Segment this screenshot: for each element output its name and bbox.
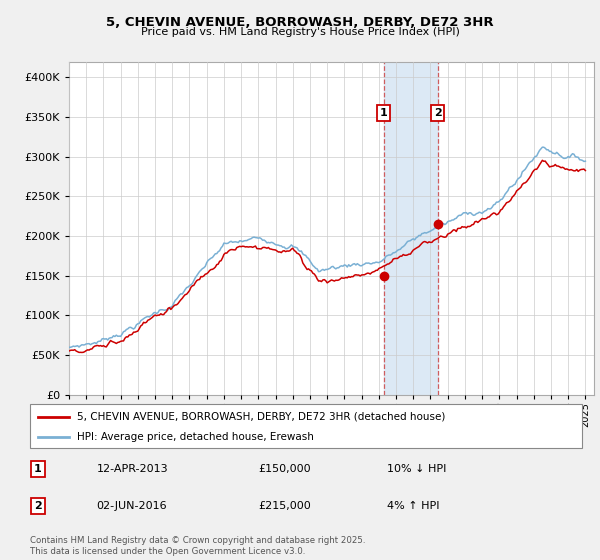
Text: 2: 2 — [34, 501, 42, 511]
Text: 02-JUN-2016: 02-JUN-2016 — [97, 501, 167, 511]
Bar — [384, 62, 438, 395]
Text: £215,000: £215,000 — [259, 501, 311, 511]
Text: 4% ↑ HPI: 4% ↑ HPI — [387, 501, 439, 511]
Text: 5, CHEVIN AVENUE, BORROWASH, DERBY, DE72 3HR: 5, CHEVIN AVENUE, BORROWASH, DERBY, DE72… — [106, 16, 494, 29]
Text: £150,000: £150,000 — [259, 464, 311, 474]
Text: 1: 1 — [34, 464, 42, 474]
Text: 12-APR-2013: 12-APR-2013 — [97, 464, 168, 474]
Text: 2: 2 — [434, 108, 442, 118]
Text: 10% ↓ HPI: 10% ↓ HPI — [387, 464, 446, 474]
Text: 5, CHEVIN AVENUE, BORROWASH, DERBY, DE72 3HR (detached house): 5, CHEVIN AVENUE, BORROWASH, DERBY, DE72… — [77, 412, 445, 422]
Text: Contains HM Land Registry data © Crown copyright and database right 2025.
This d: Contains HM Land Registry data © Crown c… — [30, 536, 365, 556]
Text: HPI: Average price, detached house, Erewash: HPI: Average price, detached house, Erew… — [77, 432, 314, 442]
Text: 1: 1 — [380, 108, 388, 118]
Text: Price paid vs. HM Land Registry's House Price Index (HPI): Price paid vs. HM Land Registry's House … — [140, 27, 460, 37]
FancyBboxPatch shape — [30, 404, 582, 448]
